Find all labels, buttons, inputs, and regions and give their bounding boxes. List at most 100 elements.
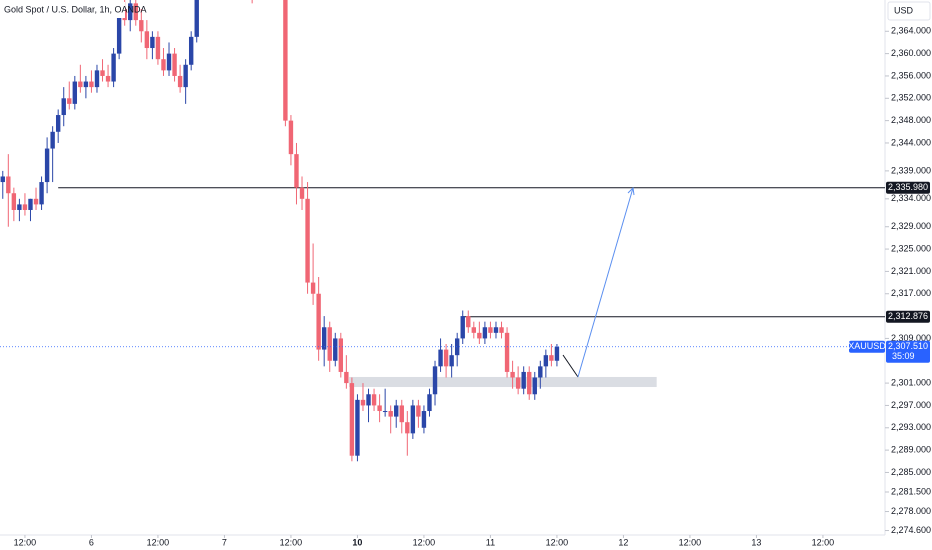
- candle-body: [310, 282, 316, 294]
- candle-body: [105, 75, 111, 82]
- candle-body: [150, 36, 155, 49]
- y-tick-label: 2,339.000: [891, 165, 931, 175]
- title-bg: [0, 2, 125, 18]
- candle-body: [78, 81, 83, 88]
- candle-body: [194, 0, 199, 37]
- candle-body: [349, 383, 355, 456]
- candle-body: [116, 8, 122, 54]
- y-tick-label: 2,281.500: [891, 486, 931, 496]
- x-tick-label: 13: [751, 537, 761, 547]
- y-tick-label: 2,348.000: [891, 115, 931, 125]
- currency-box[interactable]: [887, 1, 931, 21]
- x-tick-label: 12:00: [679, 537, 702, 547]
- currency[interactable]: USD: [894, 5, 914, 15]
- candle-body: [111, 53, 116, 82]
- candle-body: [543, 355, 549, 367]
- candle-body: [432, 366, 438, 395]
- candle-body: [399, 405, 404, 423]
- candle-body: [316, 293, 321, 350]
- candle-body: [416, 405, 421, 417]
- candle-body: [460, 316, 465, 339]
- candle-body: [344, 371, 349, 384]
- candle-body: [321, 327, 327, 350]
- chart-title: Gold Spot / U.S. Dollar, 1h, OANDA: [4, 4, 147, 14]
- level-label-bg: [886, 181, 930, 194]
- last-price-bg: [886, 340, 930, 363]
- candle-body: [28, 198, 33, 210]
- x-tick-label: 10: [352, 537, 362, 547]
- candle-body: [55, 115, 61, 132]
- candle-body: [299, 187, 305, 199]
- candle-body: [61, 98, 66, 116]
- candle-body: [438, 349, 443, 367]
- candle-body: [338, 338, 344, 372]
- x-tick-label: 12:00: [147, 537, 170, 547]
- y-tick-label: 2,297.000: [891, 400, 931, 410]
- projection-arrow: [577, 187, 634, 378]
- y-tick-label: 2,321.000: [891, 266, 931, 276]
- y-tick-label: 2,285.000: [891, 467, 931, 477]
- candle-body: [183, 64, 188, 88]
- candle-body: [155, 36, 161, 60]
- candle-body: [39, 182, 44, 205]
- drawn-line: [562, 354, 579, 378]
- level-label-bg: [886, 310, 930, 323]
- candle-body: [510, 371, 515, 378]
- candle-body: [50, 131, 55, 149]
- candle-body: [554, 346, 560, 361]
- y-tick-label: 2,278.000: [891, 506, 931, 516]
- candle-body: [355, 399, 360, 456]
- y-tick-label: 2,317.000: [891, 288, 931, 298]
- y-tick-label: 2,293.000: [891, 422, 931, 432]
- x-tick-label: 12:00: [546, 537, 569, 547]
- candle-body: [67, 98, 72, 104]
- candle-body: [44, 148, 50, 183]
- symbol-label: XAUUSD: [848, 341, 886, 351]
- candle-body: [488, 327, 493, 333]
- candle-body: [538, 366, 543, 378]
- x-tick-label: 12:00: [14, 537, 37, 547]
- candle-body: [482, 327, 488, 339]
- candle-body: [188, 36, 194, 65]
- x-tick-label: 6: [89, 537, 94, 547]
- candle-body: [532, 377, 537, 395]
- candle-body: [144, 31, 150, 49]
- y-tick-label: 2,352.000: [891, 93, 931, 103]
- candle-body: [466, 316, 471, 328]
- x-tick-label: 12:00: [812, 537, 835, 547]
- candle-body: [454, 338, 460, 356]
- y-tick-label: 2,325.000: [891, 243, 931, 253]
- candle-body: [22, 204, 28, 210]
- candle-body: [139, 20, 144, 32]
- candle-body: [288, 120, 294, 155]
- y-tick-label: 2,364.000: [891, 26, 931, 36]
- y-tick-label: 2,344.000: [891, 137, 931, 147]
- candle-body: [471, 327, 477, 333]
- candle-body: [89, 81, 94, 88]
- candle-body: [6, 176, 11, 194]
- candle-body: [521, 371, 526, 389]
- candle-body: [377, 405, 382, 412]
- x-tick-label: 7: [222, 537, 227, 547]
- level-label: 2,335.980: [888, 182, 928, 192]
- candle-body: [128, 3, 133, 21]
- candle-body: [72, 81, 78, 104]
- candle-body: [443, 349, 449, 367]
- candle-body: [133, 3, 138, 21]
- candle-body: [283, 0, 288, 121]
- candle-body: [172, 53, 177, 76]
- y-tick-label: 2,301.000: [891, 377, 931, 387]
- candle-body: [100, 70, 105, 76]
- y-tick-label: 2,356.000: [891, 70, 931, 80]
- candle-body: [394, 405, 399, 417]
- candle-body: [371, 394, 377, 406]
- candle-body: [388, 411, 393, 417]
- candle-body: [305, 198, 310, 283]
- level-label: 2,312.876: [888, 311, 928, 321]
- candle-body: [493, 327, 499, 333]
- candle-body: [405, 422, 410, 434]
- candle-body: [477, 332, 482, 339]
- candle-body: [427, 394, 432, 412]
